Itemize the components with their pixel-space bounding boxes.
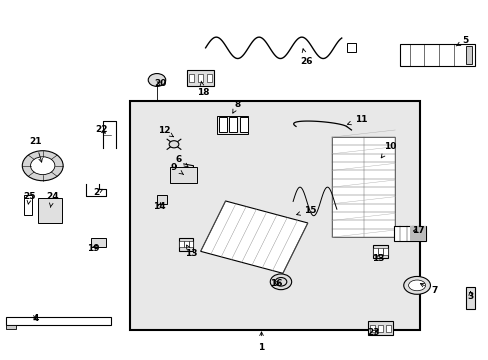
Bar <box>331 137 394 237</box>
Bar <box>372 248 377 255</box>
Bar <box>409 226 425 241</box>
Text: 13: 13 <box>184 245 197 258</box>
Circle shape <box>30 157 55 175</box>
Polygon shape <box>200 201 307 273</box>
Text: 7: 7 <box>420 284 436 295</box>
Bar <box>6 325 16 329</box>
Bar <box>24 195 32 215</box>
Text: 3: 3 <box>467 292 473 301</box>
Circle shape <box>22 151 63 181</box>
Text: 15: 15 <box>296 206 316 215</box>
Text: 24: 24 <box>46 192 59 207</box>
Text: 4: 4 <box>32 314 39 323</box>
Bar <box>393 226 425 241</box>
Text: 25: 25 <box>23 192 36 204</box>
Text: 20: 20 <box>154 79 167 88</box>
Bar <box>382 248 387 255</box>
Bar <box>157 195 166 204</box>
Bar <box>91 238 106 247</box>
Text: 26: 26 <box>299 49 312 66</box>
Ellipse shape <box>403 276 429 294</box>
Bar <box>170 167 197 183</box>
Text: 21: 21 <box>29 137 42 162</box>
Text: 10: 10 <box>381 141 396 158</box>
Circle shape <box>270 274 291 290</box>
Polygon shape <box>465 287 474 309</box>
Bar <box>368 321 392 336</box>
Bar <box>369 325 374 332</box>
Bar <box>465 46 470 64</box>
Text: 12: 12 <box>158 126 173 137</box>
Bar <box>377 325 382 332</box>
Ellipse shape <box>408 280 425 291</box>
Bar <box>207 74 212 82</box>
Text: 11: 11 <box>347 115 366 125</box>
Text: 17: 17 <box>411 225 424 234</box>
Bar <box>216 116 247 134</box>
Text: 14: 14 <box>153 202 165 211</box>
Bar <box>179 241 183 247</box>
Bar <box>229 117 237 132</box>
Text: 1: 1 <box>258 332 264 352</box>
Bar <box>346 43 355 52</box>
Bar <box>130 102 419 330</box>
Circle shape <box>275 278 286 286</box>
Bar <box>188 241 193 247</box>
Text: 23: 23 <box>366 328 379 337</box>
Bar <box>198 74 203 82</box>
Bar <box>187 70 214 86</box>
Bar <box>218 117 226 132</box>
Bar <box>6 317 111 325</box>
Text: 19: 19 <box>87 244 100 253</box>
Circle shape <box>148 73 165 86</box>
Bar <box>377 248 382 255</box>
Text: 8: 8 <box>232 100 240 113</box>
Bar <box>183 241 188 247</box>
Bar <box>38 198 62 223</box>
Text: 5: 5 <box>455 36 468 46</box>
Bar <box>372 245 387 258</box>
Bar <box>240 117 247 132</box>
Bar <box>399 44 474 66</box>
Circle shape <box>169 141 179 148</box>
Text: 2: 2 <box>93 188 102 197</box>
Bar <box>189 74 194 82</box>
Text: 22: 22 <box>95 126 107 135</box>
Text: 18: 18 <box>197 81 209 97</box>
Bar <box>386 325 390 332</box>
Text: 6: 6 <box>175 155 188 167</box>
Text: 13: 13 <box>371 254 384 263</box>
Bar <box>179 238 193 251</box>
Text: 16: 16 <box>269 279 282 288</box>
Text: 9: 9 <box>170 163 183 174</box>
